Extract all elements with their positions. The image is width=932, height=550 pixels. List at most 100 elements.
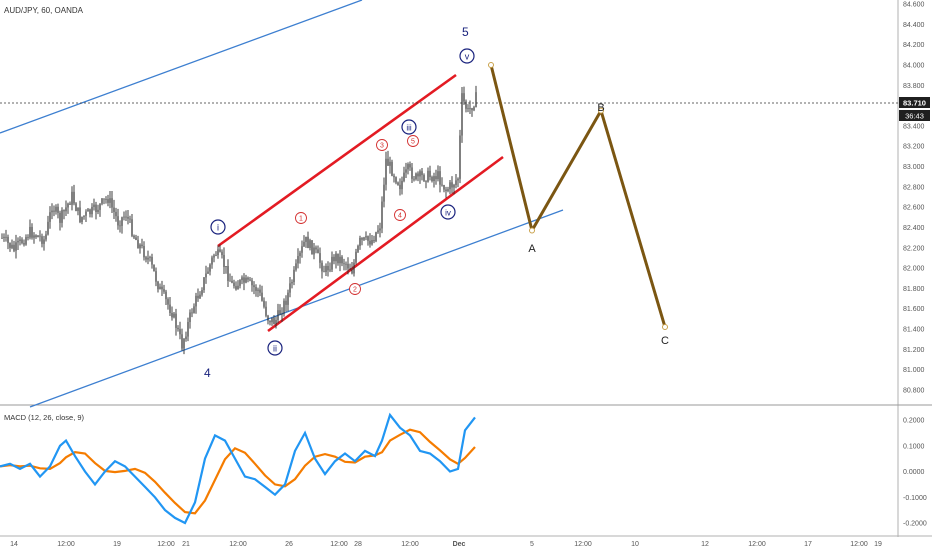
candle-body [279, 310, 281, 315]
candle-body [209, 264, 211, 272]
candle-body [449, 182, 451, 190]
roman-label-iv: iv [440, 204, 456, 220]
candle-body [469, 108, 471, 109]
candle-body [291, 282, 293, 284]
candle-body [61, 210, 63, 223]
candle-body [211, 257, 213, 265]
candle-body [117, 216, 119, 226]
candle-body [49, 212, 51, 222]
candle-body [119, 225, 121, 227]
macd-line [0, 412, 476, 525]
candle-body [193, 306, 195, 313]
candle-body [23, 243, 25, 245]
red-channel-upper [217, 73, 457, 248]
time-tick-label: 5 [530, 541, 534, 548]
candle-body [85, 211, 87, 216]
candle-body [383, 184, 385, 202]
candle-body [39, 235, 41, 237]
candle-body [435, 176, 437, 180]
forecast-point-b [598, 107, 604, 114]
candle-body [165, 291, 167, 300]
candle-body [445, 189, 447, 191]
red-rising-channel[interactable] [217, 73, 504, 333]
candle-body [207, 271, 209, 274]
candle-body [9, 242, 11, 248]
candle-body [201, 290, 203, 295]
candle-body [311, 240, 313, 255]
candle-body [461, 93, 463, 136]
candle-body [95, 204, 97, 212]
candle-body [121, 217, 123, 226]
abc-forecast-path[interactable] [488, 61, 668, 331]
last-price-badge: 83.710 [899, 97, 930, 108]
macd-tick-label: -0.2000 [903, 521, 927, 528]
candle-body [47, 221, 49, 235]
svg-text:1: 1 [299, 216, 303, 223]
minor-label-2: 2 [349, 283, 361, 295]
candle-body [387, 158, 389, 166]
candle-body [269, 320, 271, 323]
candle-body [237, 285, 239, 290]
candle-body [381, 201, 383, 229]
candle-body [325, 265, 327, 272]
forecast-point-c [662, 324, 668, 331]
candle-body [81, 216, 83, 222]
candle-body [451, 182, 453, 188]
time-tick-label: 28 [354, 541, 362, 548]
candle-body [31, 226, 33, 238]
roman-label-ii: ii [267, 340, 283, 356]
candle-body [307, 236, 309, 249]
upper-blue-trendline [0, 0, 363, 134]
candle-body [59, 212, 61, 223]
candle-body [21, 239, 23, 244]
svg-text:83.710: 83.710 [903, 99, 926, 108]
candle-body [195, 295, 197, 307]
candle-body [233, 282, 235, 287]
candle-body [113, 207, 115, 212]
candle-body [341, 256, 343, 264]
candle-body [305, 236, 307, 242]
time-tick-label: 12:00 [574, 541, 592, 548]
price-y-axis[interactable]: 84.60084.40084.20084.00083.80083.60083.4… [903, 2, 925, 395]
price-tick-label: 83.800 [903, 83, 925, 90]
candle-body [293, 269, 295, 283]
candle-body [181, 334, 183, 349]
candle-body [463, 93, 465, 102]
candle-body [97, 209, 99, 212]
candle-body [83, 215, 85, 217]
macd-y-axis[interactable]: 0.2000 0.1000 0.0000 -0.1000 -0.2000 [903, 418, 927, 528]
candle-body [429, 170, 431, 177]
candle-body [3, 236, 5, 238]
candle-body [397, 182, 399, 185]
candle-body [41, 236, 43, 244]
candle-body [319, 253, 321, 263]
candle-body [333, 256, 335, 262]
candle-body [385, 158, 387, 185]
candle-body [247, 277, 249, 280]
candle-body [255, 287, 257, 291]
candle-countdown-badge: 36:43 [899, 110, 930, 121]
candle-body [87, 209, 89, 212]
candle-body [471, 108, 473, 111]
candle-body [457, 178, 459, 181]
price-tick-label: 83.200 [903, 144, 925, 151]
candle-body [349, 268, 351, 270]
candle-body [15, 242, 17, 251]
svg-text:4: 4 [398, 213, 402, 220]
time-tick-label: 14 [10, 541, 18, 548]
candle-body [163, 289, 165, 292]
abc-label-c: C [661, 335, 669, 347]
price-tick-label: 81.000 [903, 367, 925, 374]
candle-body [111, 198, 113, 208]
candle-body [437, 171, 439, 180]
price-tick-label: 84.400 [903, 22, 925, 29]
candle-body [203, 277, 205, 291]
candle-body [129, 218, 131, 220]
candle-body [431, 176, 433, 182]
time-x-axis[interactable]: 14 12:00 19 12:00 21 12:00 26 12:00 28 12:00 Dec 5 1… [10, 541, 882, 548]
candle-body [29, 226, 31, 238]
price-tick-label: 82.200 [903, 245, 925, 252]
candle-body [439, 171, 441, 185]
candle-body [297, 256, 299, 264]
